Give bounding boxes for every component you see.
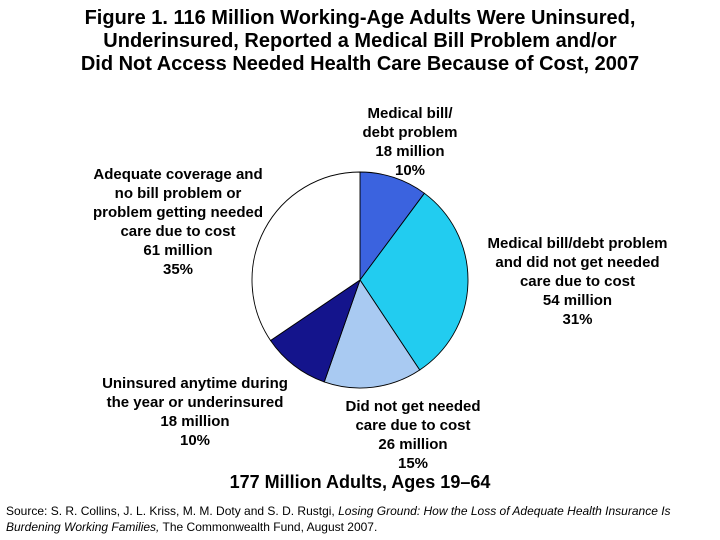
slice-label-did-not-get-needed-care: Did not get needed care due to cost 26 m… [345,398,481,472]
pie-slice-did-not-get-needed-care [323,278,421,389]
pie-chart [251,171,469,389]
slice-label-uninsured-or-underinsured: Uninsured anytime during the year or und… [102,375,288,449]
source-publication-title: Losing Ground: How the Loss of Adequate … [6,504,671,534]
figure-title: Figure 1. 116 Million Working-Age Adults… [80,7,640,75]
source-note: Source: S. R. Collins, J. L. Kriss, M. M… [6,503,698,535]
pie-slice-bill-problem-and-no-needed-care [359,192,469,371]
slice-label-adequate-coverage: Adequate coverage and no bill problem or… [92,166,263,278]
total-label: 177 Million Adults, Ages 19–64 [229,472,491,492]
slice-label-bill-problem-and-no-needed-care: Medical bill/debt problem and did not ge… [487,235,668,328]
source-suffix: The Commonwealth Fund, August 2007. [159,520,378,534]
slice-label-medical-bill-debt-problem: Medical bill/ debt problem 18 million 10… [362,105,458,179]
source-prefix: Source: S. R. Collins, J. L. Kriss, M. M… [6,504,339,518]
pie-slice-adequate-coverage-no-problem [251,171,361,342]
pie-chart-area [240,160,480,400]
